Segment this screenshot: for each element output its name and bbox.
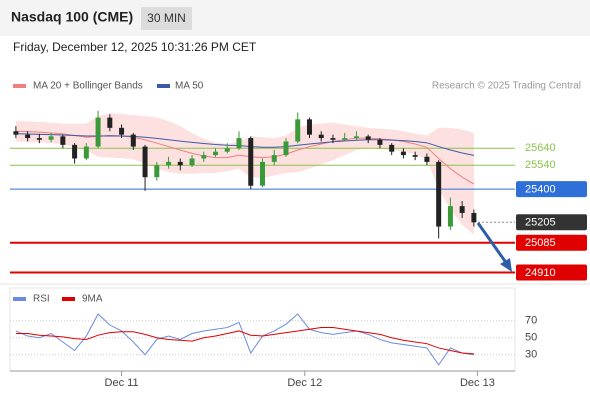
candle-body — [213, 151, 219, 156]
chart-title: Nasdaq 100 (CME) — [11, 9, 133, 25]
candle-body — [72, 144, 78, 159]
candle-body — [189, 158, 195, 166]
ma-line — [15, 133, 474, 156]
candle-body — [166, 161, 172, 166]
candle-body — [154, 165, 160, 178]
legend-swatch — [13, 297, 26, 301]
forecast-arrow — [476, 222, 509, 265]
candle-body — [365, 136, 371, 140]
legend-label: 9MA — [82, 294, 103, 305]
level-box — [516, 214, 587, 231]
level-label: 25205 — [525, 217, 556, 229]
candle-body — [177, 161, 183, 166]
timeframe[interactable]: 30 MIN — [147, 11, 186, 25]
rsi-tick-label: 30 — [525, 349, 537, 361]
rsi-line — [15, 313, 474, 366]
bollinger-band — [15, 113, 474, 236]
candle-body — [318, 134, 324, 139]
rsi-tick-label: 50 — [525, 332, 537, 344]
level-label: 25640 — [525, 142, 556, 154]
candle-body — [436, 161, 442, 227]
rsi-tick-label: 70 — [525, 315, 537, 327]
legend-label: MA 50 — [175, 81, 204, 92]
candle-body — [295, 119, 301, 142]
candle-body — [342, 138, 348, 140]
level-box — [516, 264, 587, 281]
candle-body — [248, 138, 254, 186]
x-tick-label: Dec 13 — [460, 377, 495, 389]
candle-body — [471, 212, 477, 223]
candle-body — [377, 139, 383, 145]
candle-body — [13, 131, 19, 135]
legend-swatch — [157, 84, 170, 88]
candle-body — [119, 127, 125, 135]
candle-body — [283, 141, 289, 156]
candle-body — [260, 161, 265, 186]
top-bar — [0, 0, 590, 36]
candle-body — [271, 155, 277, 162]
candle-body — [459, 206, 465, 213]
candle-body — [447, 206, 453, 227]
candle-body — [412, 155, 418, 157]
candle-body — [60, 136, 66, 145]
level-label: 24910 — [525, 267, 556, 279]
level-label: 25400 — [525, 184, 556, 196]
forecast-arrowhead — [500, 258, 512, 272]
candle-body — [95, 117, 101, 147]
candle-body — [201, 155, 207, 159]
x-tick-label: Dec 11 — [105, 377, 139, 389]
level-box — [516, 181, 587, 198]
candle-body — [400, 151, 406, 156]
legend-swatch — [62, 297, 75, 301]
rsi-line — [15, 327, 474, 355]
legend-label: MA 20 + Bollinger Bands — [33, 81, 143, 92]
candle-body — [25, 134, 31, 139]
candle-body — [330, 138, 336, 140]
candle-body — [224, 148, 230, 152]
legend-label: RSI — [33, 294, 50, 305]
timeframe-button[interactable] — [141, 7, 192, 30]
candle-body — [83, 146, 89, 159]
plot: 25640 25540 25400 25205 25085 24910 MA 20 + Bo… — [10, 81, 587, 389]
source: Research © 2025 Trading Central — [432, 81, 581, 92]
timestamp: Friday, December 12, 2025 10:31:26 PM CE… — [13, 40, 257, 54]
candle-body — [107, 117, 113, 128]
candle-body — [36, 138, 42, 140]
candle-body — [424, 156, 430, 162]
level-label: 25540 — [525, 159, 556, 171]
candle-body — [236, 138, 242, 149]
candle-body — [48, 136, 54, 140]
level-box — [516, 234, 587, 251]
candle-body — [306, 119, 312, 135]
candle-body — [130, 134, 136, 147]
candle-body — [389, 144, 395, 152]
legend-swatch — [13, 84, 26, 88]
candle-body — [353, 136, 359, 139]
x-tick-label: Dec 12 — [287, 377, 322, 389]
level-label: 25085 — [525, 237, 556, 249]
candle-body — [142, 146, 148, 178]
